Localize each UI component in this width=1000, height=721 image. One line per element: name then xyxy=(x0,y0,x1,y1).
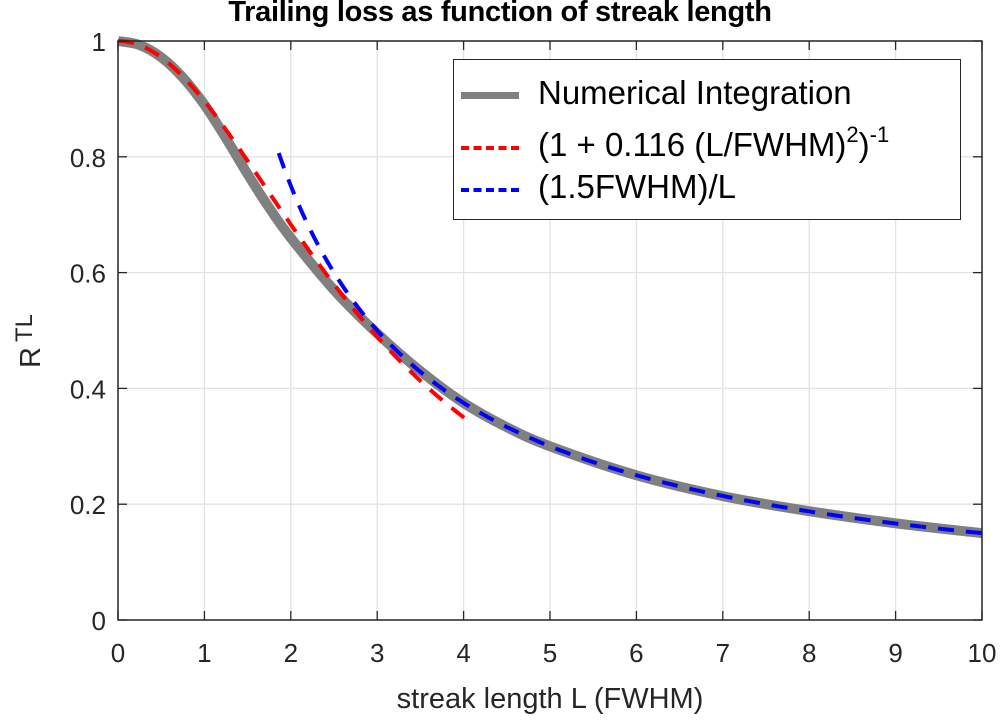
legend-item-quadratic: (1 + 0.116 (L/FWHM)2)-1 xyxy=(454,122,960,166)
x-tick-label: 10 xyxy=(968,638,997,668)
y-tick-labels: 0 0.2 0.4 0.6 0.8 1 xyxy=(70,27,106,636)
y-axis-label: R TL xyxy=(11,314,47,368)
x-tick-label: 4 xyxy=(456,638,470,668)
x-tick-label: 0 xyxy=(111,638,125,668)
legend-label: (1 + 0.116 (L/FWHM)2)-1 xyxy=(538,122,890,164)
inverse-approx-curve xyxy=(276,152,983,536)
legend-paren: ) xyxy=(858,126,870,163)
legend: Numerical Integration (1 + 0.116 (L/FWHM… xyxy=(453,59,961,220)
y-tick-label: 0.2 xyxy=(70,490,106,520)
x-tick-label: 3 xyxy=(370,638,384,668)
x-tick-label: 2 xyxy=(284,638,298,668)
legend-label: Numerical Integration xyxy=(538,74,852,111)
quadratic-approx-curve xyxy=(117,39,470,423)
x-tick-label: 6 xyxy=(629,638,643,668)
y-axis-label-subscript: TL xyxy=(11,314,38,342)
legend-dashed-red-icon xyxy=(461,146,519,150)
legend-sup-minus1: -1 xyxy=(869,122,890,147)
data-curves xyxy=(117,36,983,539)
x-tick-labels: 0 1 2 3 4 5 6 7 8 9 10 xyxy=(111,638,997,668)
legend-label-main: (1 + 0.116 (L/FWHM) xyxy=(538,126,847,163)
chart-title: Trailing loss as function of streak leng… xyxy=(228,0,772,28)
y-tick-label: 1 xyxy=(92,27,106,57)
x-tick-label: 8 xyxy=(802,638,816,668)
legend-sup-2: 2 xyxy=(846,122,859,147)
x-tick-label: 1 xyxy=(197,638,211,668)
x-tick-label: 9 xyxy=(888,638,902,668)
x-axis-label: streak length L (FWHM) xyxy=(397,683,704,715)
y-tick-label: 0 xyxy=(92,606,106,636)
x-tick-label: 7 xyxy=(716,638,730,668)
axes-frame xyxy=(117,40,983,621)
legend-item-inverse: (1.5FWHM)/L xyxy=(454,168,960,210)
legend-label: (1.5FWHM)/L xyxy=(538,168,736,205)
y-axis-label-main: R xyxy=(15,347,47,368)
legend-dashed-blue-icon xyxy=(461,188,519,192)
legend-item-numerical: Numerical Integration xyxy=(454,74,960,116)
y-tick-label: 0.8 xyxy=(70,143,106,173)
legend-solid-line-icon xyxy=(461,92,519,99)
y-tick-label: 0.4 xyxy=(70,374,106,404)
y-tick-label: 0.6 xyxy=(70,259,106,289)
x-tick-label: 5 xyxy=(543,638,557,668)
